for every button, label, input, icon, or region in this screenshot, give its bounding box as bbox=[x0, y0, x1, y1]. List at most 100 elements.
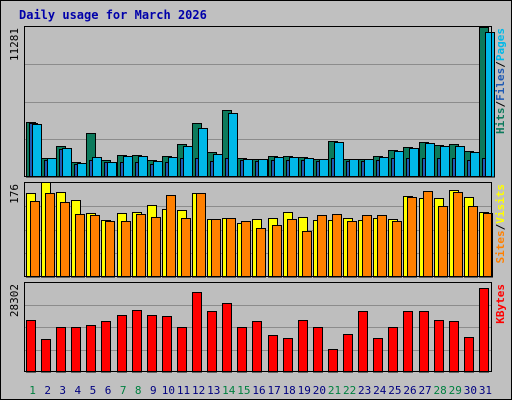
kbytes-bar-kbytes bbox=[132, 310, 142, 373]
day-tick-label: 10 bbox=[162, 384, 175, 397]
day-tick-label: 25 bbox=[388, 384, 401, 397]
hits-files-pages-bar-pages bbox=[123, 156, 133, 178]
day-tick-label: 20 bbox=[313, 384, 326, 397]
kbytes-bar-kbytes bbox=[252, 321, 262, 373]
day-tick-label: 23 bbox=[358, 384, 371, 397]
day-tick-label: 12 bbox=[192, 384, 205, 397]
visits-sites-bar-sites bbox=[136, 214, 146, 278]
axis-label-separator: / bbox=[494, 61, 507, 68]
hits-files-pages-bar-pages bbox=[62, 148, 72, 178]
kbytes-bar-kbytes bbox=[162, 316, 172, 373]
day-tick-label: 21 bbox=[328, 384, 341, 397]
visits-sites-bar-sites bbox=[407, 197, 417, 278]
kbytes-bar-kbytes bbox=[403, 311, 413, 373]
hits-files-pages-bar-pages bbox=[258, 159, 268, 178]
axis-label-sites: Sites bbox=[494, 230, 507, 263]
visits-sites-bar-sites bbox=[241, 221, 251, 278]
day-tick-label: 11 bbox=[177, 384, 190, 397]
hits-files-pages-bar-pages bbox=[47, 158, 57, 178]
kbytes-bar-kbytes bbox=[26, 320, 36, 373]
kbytes-bar-kbytes bbox=[86, 325, 96, 373]
visits-sites-bar-sites bbox=[181, 218, 191, 278]
axis-label-visits: Visits bbox=[494, 184, 507, 224]
axis-label-files: Files bbox=[494, 68, 507, 101]
hits-files-pages-bar-pages bbox=[455, 146, 465, 178]
kbytes-bar-kbytes bbox=[41, 339, 51, 373]
hits-files-pages-bar-pages bbox=[379, 157, 389, 178]
day-tick-label: 3 bbox=[59, 384, 66, 397]
visits-sites-bar-sites bbox=[453, 192, 463, 278]
kbytes-bar-kbytes bbox=[192, 292, 202, 373]
day-tick-label: 6 bbox=[105, 384, 112, 397]
kbytes-bar-kbytes bbox=[464, 337, 474, 373]
day-tick-label: 29 bbox=[449, 384, 462, 397]
chart-title: Daily usage for March 2026 bbox=[19, 8, 207, 22]
day-tick-label: 24 bbox=[373, 384, 387, 397]
hits-files-pages-bar-pages bbox=[32, 124, 42, 178]
hits-files-pages-bar-pages bbox=[409, 148, 419, 178]
hits-files-pages-bar-pages bbox=[92, 157, 102, 178]
day-tick-label: 5 bbox=[90, 384, 97, 397]
hits-files-pages-bar-pages bbox=[213, 154, 223, 178]
visits-sites-bar-sites bbox=[377, 215, 387, 278]
visits-sites-bar-sites bbox=[105, 221, 115, 278]
axis-label-kbytes: KBytes bbox=[494, 284, 507, 324]
kbytes-bar-kbytes bbox=[177, 327, 187, 373]
hits-files-pages-bar-pages bbox=[425, 143, 435, 178]
visits-sites-bar-sites bbox=[196, 193, 206, 278]
hits-files-pages-bar-pages bbox=[183, 146, 193, 178]
visits-sites-bar-sites bbox=[30, 201, 40, 278]
kbytes-bar-kbytes bbox=[101, 321, 111, 373]
visits-sites-plot-border bbox=[24, 182, 492, 277]
kbytes-bar-kbytes bbox=[313, 327, 323, 373]
day-tick-label: 16 bbox=[252, 384, 265, 397]
visits-sites-bar-sites bbox=[75, 214, 85, 278]
day-tick-label: 4 bbox=[75, 384, 82, 397]
hits-files-pages-bar-pages bbox=[470, 152, 480, 178]
axis-label-hits: Hits bbox=[494, 108, 507, 135]
visits-sites-bar-sites bbox=[287, 219, 297, 278]
day-tick-label: 2 bbox=[44, 384, 51, 397]
day-tick-label: 8 bbox=[135, 384, 142, 397]
kbytes-bar-kbytes bbox=[479, 288, 489, 373]
kbytes-bar-kbytes bbox=[56, 327, 66, 373]
axis-label-pages: Pages bbox=[494, 28, 507, 61]
visits-sites-bar-sites bbox=[438, 206, 448, 278]
visits-sites-bar-sites bbox=[256, 228, 266, 278]
kbytes-max-label: 28302 bbox=[8, 284, 21, 317]
hits-files-pages-bar-pages bbox=[198, 128, 208, 178]
hits-files-pages-bar-pages bbox=[107, 162, 117, 178]
axis-label-separator: / bbox=[494, 223, 507, 230]
hits-files-pages-bar-pages bbox=[440, 146, 450, 178]
day-tick-label: 28 bbox=[434, 384, 447, 397]
day-tick-label: 17 bbox=[267, 384, 280, 397]
day-tick-label: 7 bbox=[120, 384, 127, 397]
visits-sites-bar-sites bbox=[90, 215, 100, 278]
hits-files-pages-bar-pages bbox=[364, 159, 374, 178]
hits-files-pages-bar-pages bbox=[289, 157, 299, 178]
kbytes-bar-kbytes bbox=[71, 327, 81, 373]
day-tick-label: 30 bbox=[464, 384, 477, 397]
day-tick-label: 27 bbox=[418, 384, 431, 397]
visits-sites-bar-sites bbox=[362, 215, 372, 278]
visits-sites-bar-sites bbox=[121, 221, 131, 278]
hits-files-pages-bar-pages bbox=[168, 157, 178, 178]
hits-files-pages-bar-pages bbox=[334, 142, 344, 178]
kbytes-bar-kbytes bbox=[237, 327, 247, 373]
kbytes-bar-kbytes bbox=[373, 338, 383, 373]
day-tick-label: 13 bbox=[207, 384, 220, 397]
visits-sites-bar-sites bbox=[60, 202, 70, 278]
hits-files-pages-bar-pages bbox=[349, 159, 359, 178]
visits-sites-bar-sites bbox=[392, 221, 402, 278]
visits-sites-bar-sites bbox=[317, 215, 327, 278]
kbytes-bar-kbytes bbox=[268, 335, 278, 373]
hits-files-pages-axis-label: Hits/Files/Pages bbox=[494, 28, 507, 134]
day-tick-label: 26 bbox=[403, 384, 416, 397]
kbytes-bar-kbytes bbox=[358, 311, 368, 373]
visits-sites-bar-sites bbox=[272, 225, 282, 278]
kbytes-axis-label: KBytes bbox=[494, 284, 507, 324]
visits-sites-bar-sites bbox=[166, 195, 176, 278]
kbytes-bar-kbytes bbox=[207, 311, 217, 373]
